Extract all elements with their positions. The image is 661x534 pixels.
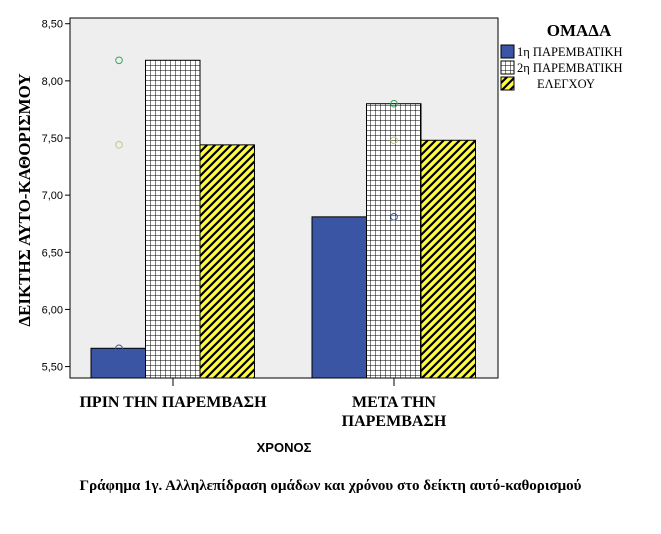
y-tick-label: 7,00 bbox=[42, 190, 63, 202]
y-axis-label: ΔΕΙΚΤΗΣ ΑΥΤΟ-ΚΑΘΟΡΙΣΜΟΥ bbox=[15, 73, 34, 326]
y-tick-label: 6,00 bbox=[42, 304, 63, 316]
y-tick-label: 6,50 bbox=[42, 247, 63, 259]
legend-label: 1η ΠΑΡΕΜΒΑΤΙΚΗ bbox=[517, 45, 623, 59]
bar bbox=[199, 144, 255, 379]
legend-swatch bbox=[500, 76, 515, 91]
outlier-marker bbox=[115, 141, 123, 149]
x-axis-label: ΧΡΟΝΟΣ bbox=[257, 440, 312, 455]
figure-caption: Γράφημα 1γ. Αλληλεπίδραση ομάδων και χρό… bbox=[79, 478, 582, 494]
chart: 5,50 6,00 6,50 7,00 7,50 8,00 8,50 ΠΡΙΝ ΤΗΝ ΠΑ… bbox=[15, 17, 623, 455]
outlier-marker bbox=[390, 99, 398, 108]
outlier-marker bbox=[390, 136, 398, 145]
legend-label: 2η ΠΑΡΕΜΒΑΤΙΚΗ bbox=[517, 61, 623, 75]
y-tick-label: 8,50 bbox=[42, 19, 63, 31]
outlier-marker bbox=[115, 344, 123, 353]
outlier-marker bbox=[390, 213, 398, 221]
outlier-marker bbox=[115, 56, 123, 65]
legend-swatch bbox=[500, 60, 515, 75]
bar bbox=[145, 59, 201, 379]
y-axis: 5,50 6,00 6,50 7,00 7,50 8,00 8,50 bbox=[42, 19, 70, 374]
bar bbox=[311, 216, 367, 379]
bar bbox=[420, 139, 476, 379]
y-tick-label: 8,00 bbox=[42, 76, 63, 88]
legend-label: ΕΛΕΓΧΟΥ bbox=[537, 77, 595, 91]
x-tick-label: ΠΡΙΝ ΤΗΝ ΠΑΡΕΜΒΑΣΗ bbox=[79, 394, 267, 411]
bar bbox=[366, 103, 422, 379]
x-axis: ΠΡΙΝ ΤΗΝ ΠΑΡΕΜΒΑΣΗ ΜΕΤΑ ΤΗΝ ΠΑΡΕΜΒΑΣΗ bbox=[79, 378, 447, 430]
x-tick-label: ΠΑΡΕΜΒΑΣΗ bbox=[342, 413, 447, 430]
bar bbox=[90, 347, 146, 379]
outlier-markers bbox=[115, 56, 398, 353]
legend-title: ΟΜΑΔΑ bbox=[547, 21, 612, 40]
bars bbox=[90, 59, 476, 379]
legend-swatch bbox=[500, 44, 515, 59]
legend: ΟΜΑΔΑ 1η ΠΑΡΕΜΒΑΤΙΚΗ 2η ΠΑΡΕΜΒΑΤΙΚΗ ΕΛΕΓΧΟ… bbox=[500, 21, 623, 91]
y-tick-label: 5,50 bbox=[42, 362, 63, 374]
y-tick-label: 7,50 bbox=[42, 133, 63, 145]
x-tick-label: ΜΕΤΑ ΤΗΝ bbox=[352, 394, 436, 411]
